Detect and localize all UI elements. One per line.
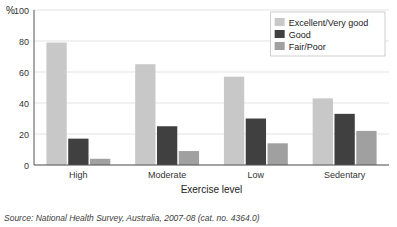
grid-line — [34, 103, 389, 104]
grid-line — [34, 165, 389, 166]
bar — [46, 43, 66, 165]
y-axis-line — [34, 10, 35, 165]
bars — [46, 43, 376, 165]
legend-swatch — [275, 18, 285, 26]
x-tick-label: Sedentary — [324, 170, 366, 180]
bar — [135, 64, 155, 165]
legend-label: Good — [289, 30, 311, 40]
y-tick-label: 40 — [19, 99, 29, 109]
bar — [179, 151, 199, 165]
x-tick-label: Low — [248, 170, 265, 180]
bar — [268, 143, 288, 165]
x-axis-line — [34, 165, 389, 166]
grid-line — [34, 10, 389, 11]
bar — [356, 131, 376, 165]
bar — [90, 159, 110, 165]
x-tick-label: High — [69, 170, 88, 180]
bar — [224, 77, 244, 165]
chart: 0 20 40 60 80 100 High Moderate Low Sedentary Exer… — [0, 0, 397, 227]
legend-swatch — [275, 30, 285, 38]
y-tick-label: 100 — [14, 6, 29, 16]
bar — [313, 98, 333, 165]
bar — [246, 119, 266, 166]
y-tick-label: 60 — [19, 68, 29, 78]
x-tick-label: Moderate — [148, 170, 186, 180]
bar — [334, 114, 354, 165]
grid-line — [34, 72, 389, 73]
y-tick-label: 80 — [19, 37, 29, 47]
legend: Excellent/Very good Good Fair/Poor — [271, 12, 385, 56]
y-tick-label: 20 — [19, 130, 29, 140]
source-note: Source: National Health Survey, Australi… — [4, 213, 260, 223]
chart-container: 0 20 40 60 80 100 High Moderate Low Sedentary Exer… — [0, 0, 397, 227]
y-tick-label: 0 — [24, 161, 29, 171]
legend-label: Fair/Poor — [289, 42, 326, 52]
bar — [68, 139, 88, 165]
legend-frame — [271, 12, 385, 56]
grid — [34, 10, 389, 165]
bar — [157, 126, 177, 165]
y-axis-label: % — [6, 5, 15, 16]
legend-swatch — [275, 42, 285, 50]
x-axis-label: Exercise level — [181, 184, 243, 195]
legend-label: Excellent/Very good — [289, 18, 369, 28]
